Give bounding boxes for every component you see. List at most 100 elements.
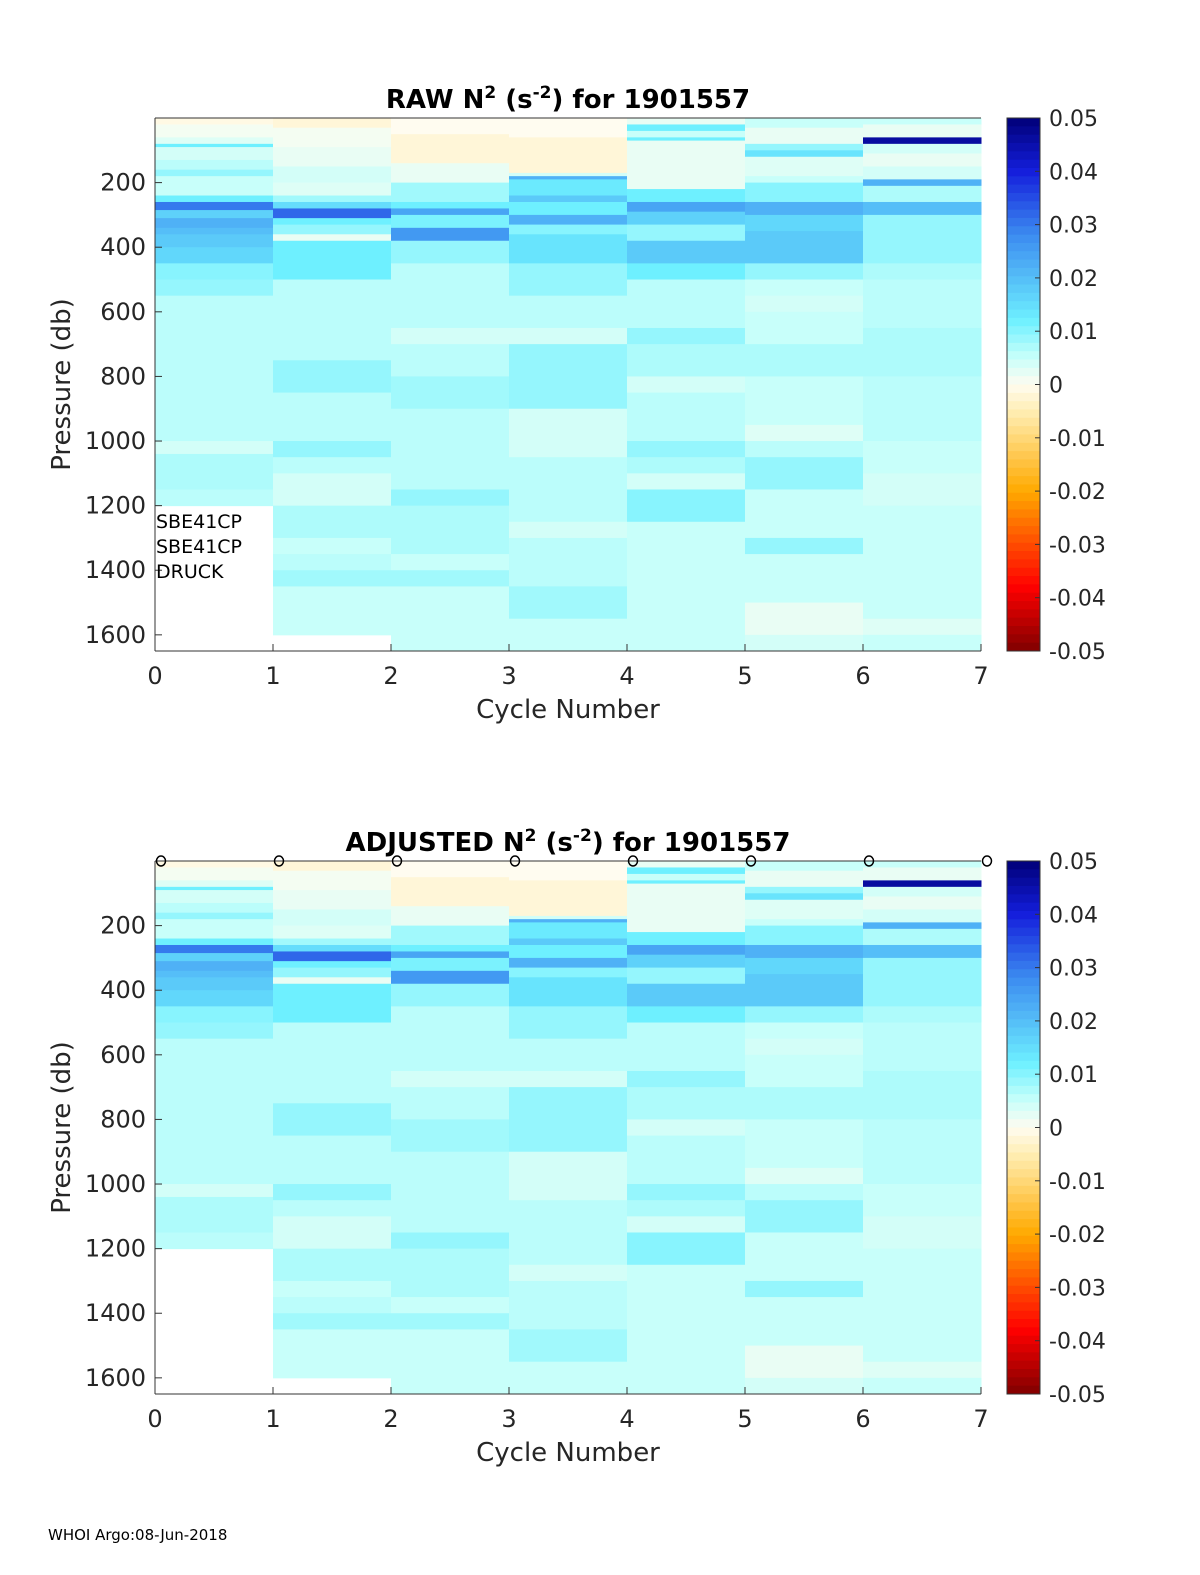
heatmap-cell: [391, 1329, 510, 1395]
y-tick-label: 1000: [85, 1170, 146, 1198]
x-tick-label: 2: [383, 662, 398, 690]
heatmap-cell: [273, 944, 392, 952]
y-tick-label: 200: [100, 169, 146, 197]
colorbar-swatch: [1007, 944, 1040, 954]
colorbar-swatch: [1007, 885, 1040, 895]
heatmap-cell: [745, 311, 864, 345]
heatmap-cell: [273, 1216, 392, 1250]
heatmap-cell: [627, 983, 746, 1007]
heatmap-cell: [391, 970, 510, 985]
adjusted-title: ADJUSTED N2 (s-2) for 1901557: [346, 826, 791, 858]
heatmap-cell: [273, 870, 392, 891]
heatmap-cell: [391, 327, 510, 345]
colorbar-swatch: [1007, 1377, 1040, 1387]
heatmap-cell: [391, 1232, 510, 1250]
colorbar-tick-label: 0.02: [1049, 267, 1098, 292]
colorbar-swatch: [1007, 159, 1040, 169]
heatmap-cell: [273, 392, 392, 442]
heatmap-cell: [273, 570, 392, 587]
heatmap-cell: [155, 880, 274, 888]
heatmap-cell: [509, 1264, 628, 1282]
colorbar-swatch: [1007, 417, 1040, 427]
heatmap-cell: [745, 1087, 864, 1120]
adjusted-title-prefix: ADJUSTED N: [346, 828, 525, 858]
colorbar-swatch: [1007, 626, 1040, 635]
heatmap-cell: [863, 118, 982, 125]
colorbar-swatch: [1007, 877, 1040, 887]
cycle-marker: [863, 855, 875, 867]
colorbar-swatch: [1007, 409, 1040, 419]
heatmap-cell: [273, 925, 392, 940]
colorbar-swatch: [1007, 118, 1040, 127]
colorbar-swatch: [1007, 584, 1040, 594]
colorbar-swatch: [1007, 977, 1040, 987]
cycle-marker: [981, 855, 993, 867]
heatmap-cell: [863, 928, 982, 946]
heatmap-cell: [627, 944, 746, 956]
heatmap-cell: [863, 166, 982, 180]
heatmap-cell: [155, 159, 274, 171]
raw-title-prefix: RAW N: [386, 85, 484, 115]
x-tick-label: 4: [619, 1405, 634, 1433]
y-tick-label: 1200: [85, 1235, 146, 1263]
colorbar-swatch: [1007, 301, 1040, 311]
adjusted-title-sup2: -2: [573, 826, 592, 846]
colorbar-swatch: [1007, 902, 1040, 912]
heatmap-cell: [745, 870, 864, 888]
heatmap-cell: [273, 1103, 392, 1137]
colorbar-swatch: [1007, 1219, 1040, 1228]
heatmap-cell: [509, 880, 628, 917]
colorbar-swatch: [1007, 451, 1040, 460]
heatmap-cell: [863, 1248, 982, 1363]
heatmap-cell: [155, 886, 274, 891]
heatmap-cell: [863, 137, 982, 145]
heatmap-cell: [745, 554, 864, 604]
heatmap-cell: [391, 1151, 510, 1233]
colorbar-tick-label: 0.05: [1049, 850, 1098, 875]
heatmap-cell: [391, 118, 510, 135]
heatmap-cell: [863, 214, 982, 264]
cycle-marker: [509, 855, 521, 867]
heatmap-cell: [509, 1329, 628, 1363]
raw-y-label: Pressure (db): [47, 298, 77, 471]
heatmap-cell: [509, 1087, 628, 1153]
x-tick-label: 7: [973, 1405, 988, 1433]
heatmap-cell: [273, 118, 392, 129]
heatmap-cell: [863, 185, 982, 203]
heatmap-cell: [745, 861, 864, 872]
heatmap-cell: [273, 537, 392, 555]
heatmap-cell: [627, 137, 746, 142]
colorbar-swatch: [1007, 184, 1040, 194]
colorbar-swatch: [1007, 1010, 1040, 1020]
heatmap-cell: [155, 176, 274, 197]
colorbar-swatch: [1007, 1294, 1040, 1303]
heatmap-cell: [627, 124, 746, 132]
colorbar-swatch: [1007, 526, 1040, 535]
colorbar-tick-label: 0.01: [1049, 1063, 1098, 1088]
colorbar-swatch: [1007, 309, 1040, 319]
raw-title-sup2: -2: [533, 83, 552, 103]
heatmap-cell: [391, 586, 510, 652]
adjusted-colorbar: 0.05 0.04 0.03 0.02 0.01 0 -0.01 -0.02 -0.03 -0.0…: [1006, 850, 1106, 1408]
heatmap-cell: [627, 140, 746, 190]
colorbar-swatch: [1007, 1044, 1040, 1054]
colorbar-swatch: [1007, 167, 1040, 177]
heatmap-cell: [627, 1022, 746, 1072]
heatmap-cell: [509, 618, 628, 652]
heatmap-cell: [745, 1184, 864, 1201]
y-tick-label: 400: [100, 233, 146, 261]
heatmap-cell: [745, 295, 864, 313]
heatmap-cell: [509, 263, 628, 297]
colorbar-swatch: [1007, 861, 1040, 870]
heatmap-cell: [509, 179, 628, 197]
x-tick-label: 7: [973, 662, 988, 690]
heatmap-cell: [273, 1200, 392, 1217]
heatmap-cell: [155, 137, 274, 145]
heatmap-cell: [273, 983, 392, 1024]
heatmap-cell: [509, 967, 628, 978]
colorbar-swatch: [1007, 351, 1040, 361]
heatmap-cell: [391, 240, 510, 264]
heatmap-cell: [863, 441, 982, 474]
